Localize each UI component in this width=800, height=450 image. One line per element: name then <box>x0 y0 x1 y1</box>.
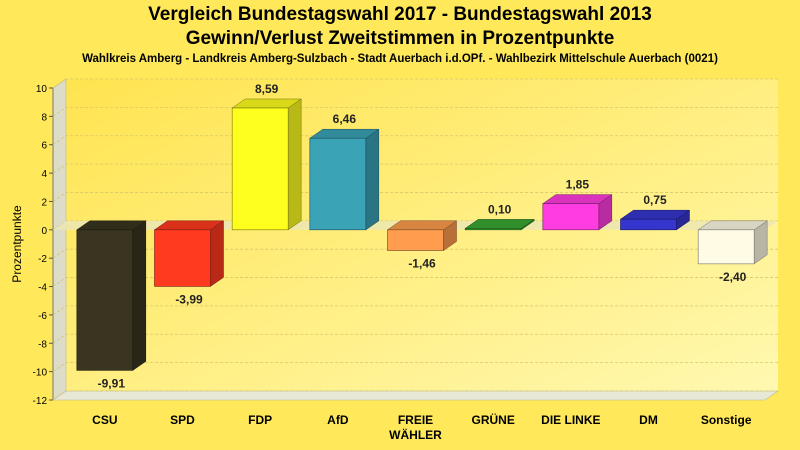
data-label: 0,10 <box>488 202 512 216</box>
y-tick-label: -4 <box>38 283 47 294</box>
y-tick-label: -12 <box>33 396 48 407</box>
x-tick-label: DIE LINKE <box>541 413 600 427</box>
bar <box>697 220 768 265</box>
gridline <box>52 106 778 117</box>
data-label: -3,99 <box>175 292 203 306</box>
bar <box>386 220 458 252</box>
y-tick-label: 2 <box>41 197 47 208</box>
gridline <box>52 163 778 174</box>
bar-front <box>697 229 755 265</box>
bar-front <box>620 218 677 231</box>
y-axis-label: Prozentpunkte <box>10 205 24 283</box>
plot-floor <box>52 390 779 401</box>
y-tick-label: 6 <box>41 141 47 152</box>
x-tick-label: CSU <box>92 413 117 427</box>
gridline <box>52 135 778 146</box>
bar-front <box>309 137 367 231</box>
bar-side <box>287 98 302 231</box>
gridline <box>52 248 778 259</box>
bar <box>76 220 147 371</box>
gridline <box>52 277 778 287</box>
bar-front <box>464 228 522 231</box>
data-label: 0,75 <box>643 193 667 207</box>
y-tick-label: 10 <box>36 84 48 95</box>
gridline <box>52 78 778 89</box>
bar-front <box>76 229 134 371</box>
gridline <box>52 333 778 344</box>
bar-front <box>387 229 444 251</box>
data-label: -1,46 <box>408 257 436 271</box>
bar <box>309 128 380 231</box>
data-label: 1,85 <box>566 178 590 192</box>
x-tick-label-line2: WÄHLER <box>389 427 442 442</box>
plot-side-wall <box>52 78 67 401</box>
x-tick-label: Sonstige <box>701 413 752 427</box>
x-tick-label: FREIE <box>398 413 433 427</box>
gridline <box>52 192 778 202</box>
chart-title-line2: Gewinn/Verlust Zweitstimmen in Prozentpu… <box>185 28 615 49</box>
bar <box>231 98 302 231</box>
bar <box>619 209 691 231</box>
bar <box>542 194 613 231</box>
bar-front <box>542 203 600 231</box>
y-tick-label: -6 <box>38 311 47 322</box>
bar <box>153 220 225 287</box>
bar-side <box>132 220 147 371</box>
y-tick-label: -8 <box>38 339 47 350</box>
data-label: 6,46 <box>333 112 357 126</box>
data-label: -2,40 <box>719 270 747 284</box>
bar <box>464 218 535 231</box>
bar-side <box>365 128 380 231</box>
x-tick-label: DM <box>639 413 658 427</box>
data-label: 8,59 <box>255 82 279 96</box>
y-tick-label: -2 <box>38 254 47 265</box>
gridline <box>52 305 778 316</box>
y-tick-label: 4 <box>41 169 47 180</box>
chart-title-line1: Vergleich Bundestagswahl 2017 - Bundesta… <box>148 4 652 25</box>
y-tick-label: 0 <box>41 226 47 237</box>
x-tick-label: SPD <box>170 413 195 427</box>
x-tick-label: AfD <box>327 413 349 427</box>
bar-front <box>231 107 289 231</box>
y-tick-label: -10 <box>33 368 48 379</box>
y-tick-label: 8 <box>41 112 47 123</box>
x-tick-label: FDP <box>248 413 272 427</box>
x-tick-label: GRÜNE <box>471 412 514 427</box>
bar-front <box>154 229 211 287</box>
bar-side <box>210 220 224 287</box>
gridline <box>52 362 778 372</box>
chart-subtitle: Wahlkreis Amberg - Landkreis Amberg-Sulz… <box>82 53 718 65</box>
data-label: -9,91 <box>98 376 126 390</box>
gridline <box>52 390 778 401</box>
